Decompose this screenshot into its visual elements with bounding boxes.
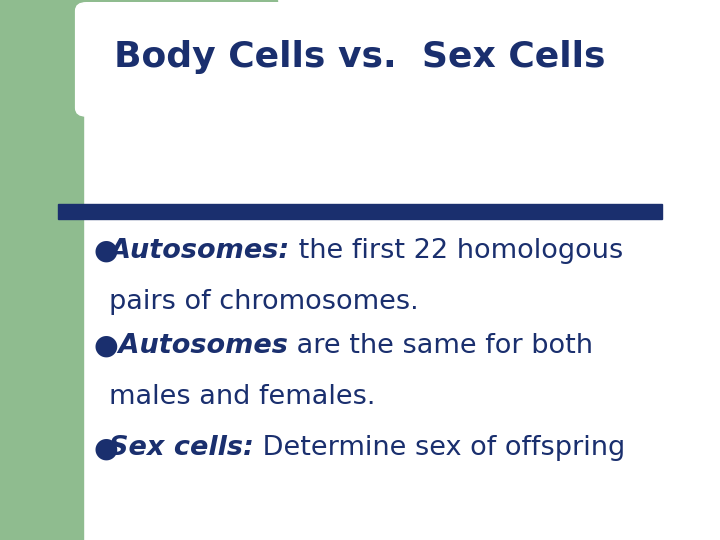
Text: Autosomes: Autosomes [109, 333, 288, 359]
Text: Determine sex of offspring: Determine sex of offspring [254, 435, 626, 461]
Bar [58, 204, 662, 219]
Text: Autosomes:: Autosomes: [109, 238, 289, 264]
Text: males and females.: males and females. [109, 384, 376, 410]
Text: the first 22 homologous: the first 22 homologous [289, 238, 623, 264]
Text: Sex cells:: Sex cells: [109, 435, 254, 461]
Bar [0, 0, 83, 540]
Text: ●: ● [94, 434, 119, 462]
FancyBboxPatch shape [76, 3, 644, 116]
Text: ●: ● [94, 332, 119, 360]
Text: ●: ● [94, 237, 119, 265]
Text: pairs of chromosomes.: pairs of chromosomes. [109, 289, 419, 315]
Text: Body Cells vs.  Sex Cells: Body Cells vs. Sex Cells [114, 40, 606, 73]
Text: are the same for both: are the same for both [288, 333, 593, 359]
Bar [0, 0, 277, 113]
